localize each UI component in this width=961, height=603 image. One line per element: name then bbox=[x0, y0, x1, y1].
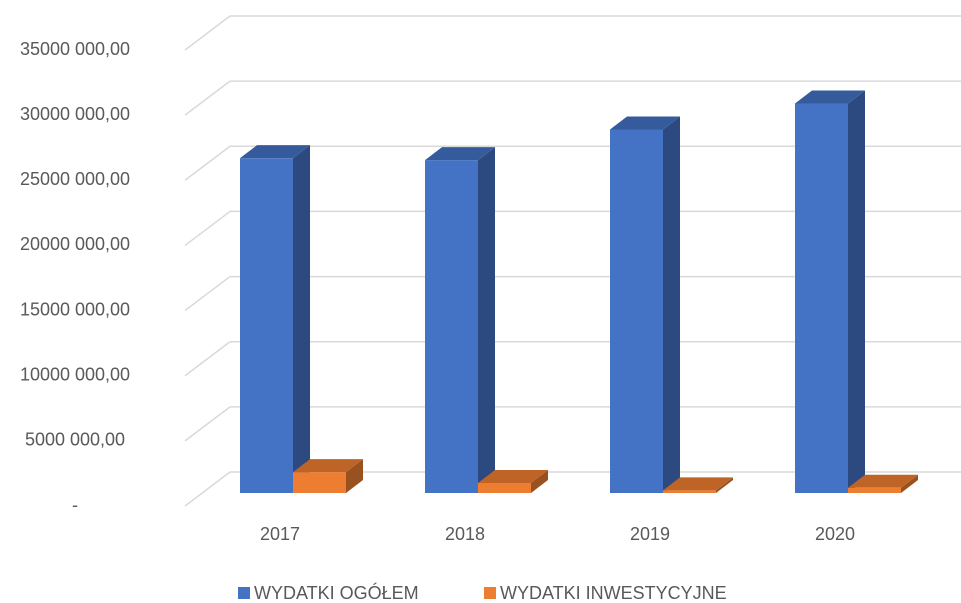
grid-line bbox=[184, 210, 231, 247]
legend-swatch bbox=[484, 587, 496, 599]
y-tick-label: 30000 000,00 bbox=[20, 104, 130, 124]
bar-side bbox=[716, 477, 733, 493]
x-tick-label: 2020 bbox=[815, 524, 855, 544]
legend-label: WYDATKI INWESTYCYJNE bbox=[500, 583, 727, 603]
y-tick-label: 20000 000,00 bbox=[20, 234, 130, 254]
y-tick-label: 10000 000,00 bbox=[20, 364, 130, 384]
grid-line bbox=[184, 275, 231, 312]
bar-side bbox=[293, 145, 310, 493]
grid-line bbox=[184, 145, 231, 181]
legend-swatch bbox=[238, 587, 250, 599]
x-tick-label: 2017 bbox=[260, 524, 300, 544]
bar-top bbox=[478, 469, 548, 483]
bar bbox=[663, 490, 716, 493]
y-tick-label: 15000 000,00 bbox=[20, 299, 130, 319]
bar-top bbox=[293, 459, 363, 473]
bar-side bbox=[478, 147, 495, 493]
bar-top bbox=[795, 90, 865, 104]
bar-side bbox=[663, 116, 680, 493]
bar-top bbox=[848, 474, 918, 488]
bar bbox=[478, 482, 531, 493]
bar bbox=[848, 487, 901, 493]
bar-side bbox=[346, 459, 363, 493]
bar bbox=[425, 160, 478, 493]
y-tick-label: 25000 000,00 bbox=[20, 169, 130, 189]
bar bbox=[240, 158, 293, 493]
bar-top bbox=[240, 145, 310, 159]
y-tick-label: 35000 000,00 bbox=[20, 39, 130, 59]
grid-line bbox=[184, 80, 231, 116]
bar-side bbox=[531, 469, 548, 493]
grid-line bbox=[184, 341, 231, 377]
y-tick-label: 5000 000,00 bbox=[25, 430, 125, 450]
x-tick-label: 2019 bbox=[630, 524, 670, 544]
y-tick-label: - bbox=[72, 495, 78, 515]
grid-line bbox=[184, 471, 231, 507]
bar bbox=[795, 103, 848, 494]
bar bbox=[293, 472, 346, 493]
bar bbox=[610, 129, 663, 493]
grid-line bbox=[184, 15, 231, 51]
x-tick-label: 2018 bbox=[445, 524, 485, 544]
legend-label: WYDATKI OGÓŁEM bbox=[254, 582, 419, 603]
bar-top bbox=[610, 116, 680, 130]
grid-line bbox=[184, 406, 231, 442]
bar-side bbox=[901, 474, 918, 493]
bar-side bbox=[848, 90, 865, 494]
bar-top bbox=[663, 477, 733, 491]
bar-top bbox=[425, 147, 495, 161]
